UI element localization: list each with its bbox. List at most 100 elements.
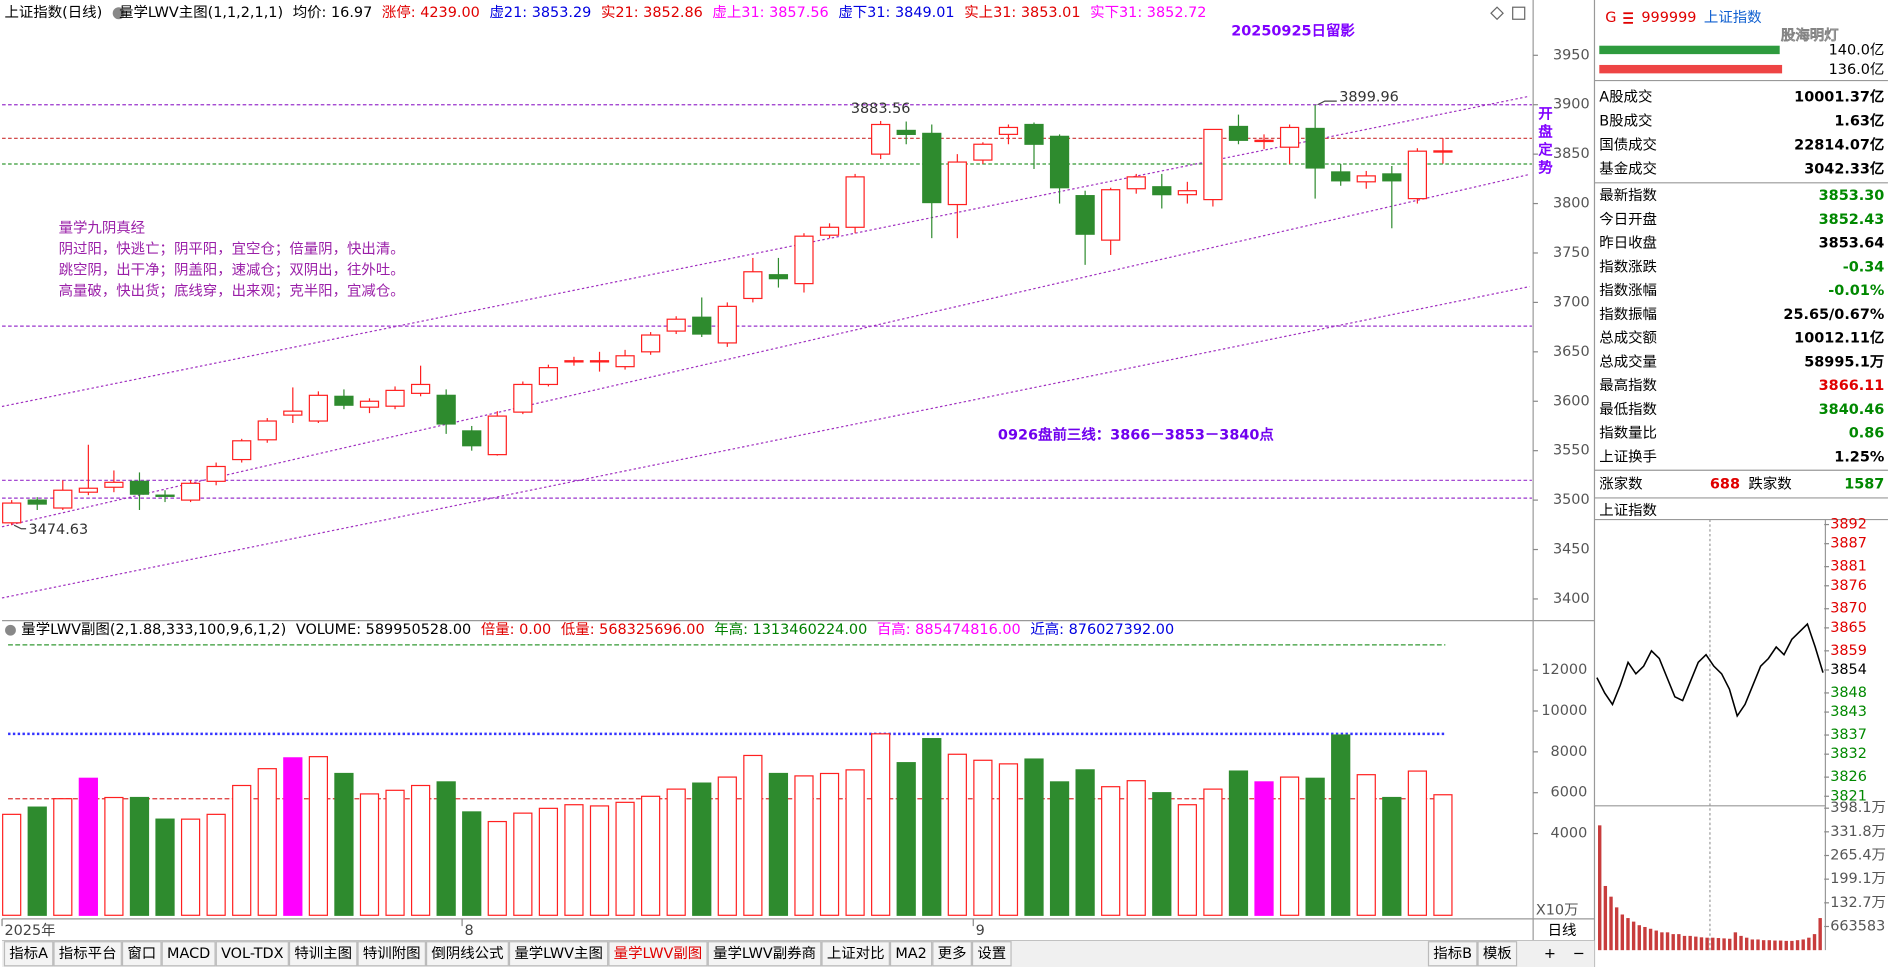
tab-label[interactable]: 量学LWV主图 xyxy=(514,945,603,962)
row-value: 10001.37亿 xyxy=(1794,87,1884,105)
row-label: 最高指数 xyxy=(1599,377,1657,394)
y-tick-label: 3881 xyxy=(1830,559,1867,575)
candle-body xyxy=(871,123,891,155)
tab-label[interactable]: 量学LWV副图 xyxy=(614,945,703,962)
intraday-volume-bar xyxy=(1756,939,1760,951)
tab-label[interactable]: 特训主图 xyxy=(294,945,352,962)
volume-bar xyxy=(947,753,967,916)
y-tick-label: 3876 xyxy=(1830,578,1867,594)
volume-bar xyxy=(385,789,405,916)
volume-bar xyxy=(1228,770,1249,916)
tab[interactable]: 指标B xyxy=(1427,941,1478,967)
tab-background xyxy=(215,941,289,967)
tab[interactable]: 特训附图 xyxy=(357,941,426,967)
tab[interactable]: 量学LWV副券商 xyxy=(707,941,822,967)
breadth-value: 688 xyxy=(1710,477,1740,493)
candle-body xyxy=(1228,125,1249,141)
intraday-volume-bar xyxy=(1705,937,1709,951)
tab[interactable]: MA2 xyxy=(889,941,933,967)
y-tick-label: 3821 xyxy=(1830,788,1867,804)
candle-body xyxy=(1356,175,1376,183)
volume-bar xyxy=(53,798,73,916)
candle-body xyxy=(1305,127,1325,169)
y-tick-label: 132.7万 xyxy=(1830,895,1886,911)
tab-label[interactable]: 量学LWV副券商 xyxy=(713,945,816,962)
header-item: 实下31: 3852.72 xyxy=(1090,4,1206,21)
header-item: 虚上31: 3857.56 xyxy=(712,4,828,21)
menu-icon[interactable] xyxy=(1623,12,1633,24)
tab-label[interactable]: 更多 xyxy=(938,945,967,962)
y-tick-label: 3550 xyxy=(1553,443,1590,459)
row-value: 25.65/0.67% xyxy=(1783,307,1884,323)
candle-body xyxy=(1101,189,1121,241)
icon[interactable] xyxy=(1512,6,1526,20)
tab-background xyxy=(121,941,162,967)
x-tick-label: 8 xyxy=(465,923,474,939)
volume-bar xyxy=(1279,776,1300,916)
tab-label[interactable]: 上证对比 xyxy=(827,945,885,962)
intraday-volume-bar xyxy=(1665,932,1670,951)
volume-bar xyxy=(1075,769,1095,916)
tab[interactable]: MACD xyxy=(161,941,216,967)
icon[interactable] xyxy=(1490,6,1504,21)
intraday-volume-bar xyxy=(1790,940,1794,951)
row-label: 基金成交 xyxy=(1599,160,1657,178)
zoom-button[interactable]: + xyxy=(1544,946,1556,962)
tab[interactable]: 量学LWV副图 xyxy=(608,941,708,967)
volume-bar xyxy=(1203,788,1223,916)
tab-label[interactable]: 指标B xyxy=(1433,945,1472,962)
tab[interactable]: 量学LWV主图 xyxy=(508,941,609,967)
volume-bar xyxy=(794,775,814,916)
tab[interactable]: 模板 xyxy=(1477,941,1518,967)
tab-label[interactable]: 指标A xyxy=(9,945,48,962)
candle-body xyxy=(359,400,380,408)
row-value: 3853.64 xyxy=(1819,236,1885,252)
intraday-volume-bar xyxy=(1739,935,1743,951)
tab-label[interactable]: 设置 xyxy=(977,945,1006,962)
tab[interactable]: 指标A xyxy=(3,941,54,967)
volume-bar xyxy=(436,781,456,916)
candle-body xyxy=(308,394,328,422)
period-tab[interactable]: 日线 xyxy=(1548,922,1577,939)
y-tick-label: 3848 xyxy=(1830,685,1867,701)
tab-label[interactable]: MACD xyxy=(167,946,210,962)
tab-label[interactable]: 窗口 xyxy=(127,944,156,962)
tab-background xyxy=(821,941,890,967)
row-value: -0.01% xyxy=(1828,283,1884,299)
tab-label[interactable]: 倒阴线公式 xyxy=(431,945,503,962)
volume-bar xyxy=(538,807,559,916)
tab[interactable]: 窗口 xyxy=(121,941,162,967)
header-title: 上证指数(日线) xyxy=(4,4,102,21)
icon[interactable] xyxy=(5,624,16,636)
header-item: 均价: 16.97 xyxy=(293,4,373,21)
candle-body xyxy=(1331,171,1351,182)
tab[interactable]: 指标平台 xyxy=(53,941,122,967)
tab-label[interactable]: MA2 xyxy=(895,946,927,962)
zoom-button[interactable]: − xyxy=(1573,946,1585,962)
y-tick-label: 12000 xyxy=(1541,662,1587,678)
tab-background xyxy=(707,941,822,967)
tab-label[interactable]: 模板 xyxy=(1483,945,1512,962)
tab-label[interactable]: VOL-TDX xyxy=(221,946,284,962)
y-tick-label: 4000 xyxy=(1551,826,1588,842)
tab[interactable]: VOL-TDX xyxy=(215,941,289,967)
intraday-volume-bar xyxy=(1761,940,1766,951)
volume-bar xyxy=(206,813,226,916)
tab[interactable]: 特训主图 xyxy=(288,941,358,967)
tab-label[interactable]: 特训附图 xyxy=(363,945,421,962)
intraday-volume-bar xyxy=(1744,937,1749,951)
tab[interactable]: 更多 xyxy=(932,941,972,967)
tab[interactable]: 设置 xyxy=(971,941,1012,967)
header-title: 量学LWV副图(2,1.88,333,100,9,6,1,2) xyxy=(21,621,286,638)
tab[interactable]: 上证对比 xyxy=(821,941,890,967)
candle-body xyxy=(436,394,456,425)
icon[interactable] xyxy=(112,7,125,20)
tab[interactable]: 倒阴线公式 xyxy=(425,941,509,967)
tab-label[interactable]: 指标平台 xyxy=(59,945,117,962)
intraday-volume-bar xyxy=(1671,934,1675,951)
volume-bar xyxy=(155,818,175,916)
header-item: 倍量: 0.00 xyxy=(481,621,551,638)
window-icons xyxy=(112,6,1526,21)
candle-body xyxy=(462,430,482,447)
volume-bar xyxy=(896,762,916,916)
